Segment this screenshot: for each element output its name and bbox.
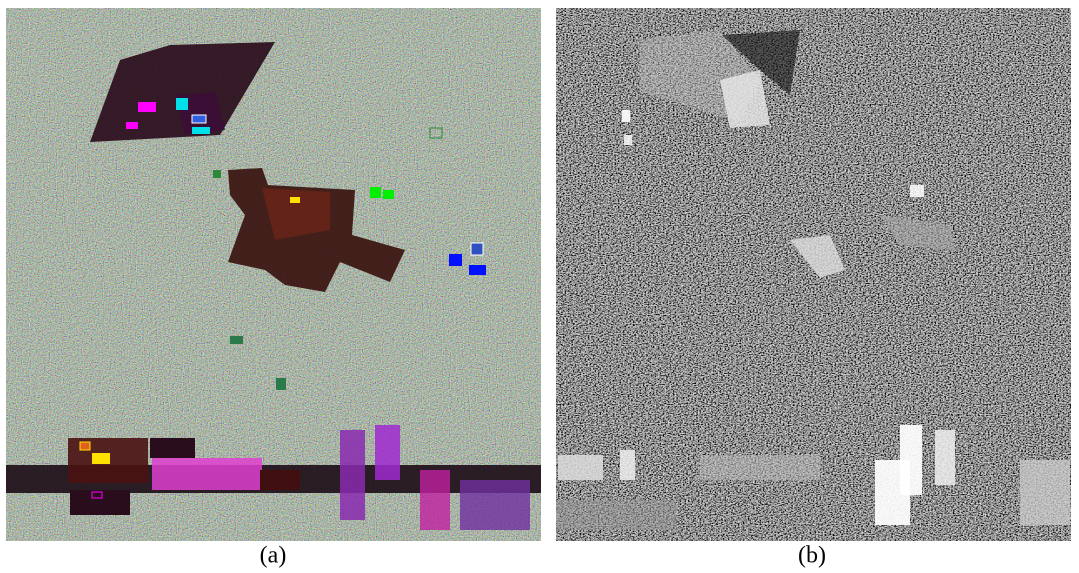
- panel-caption: (b): [798, 543, 826, 569]
- panel-b-image: [556, 8, 1071, 541]
- figure: (a) (b): [0, 0, 1079, 573]
- panel-a-image: [6, 8, 541, 541]
- panel-caption: (a): [260, 543, 287, 569]
